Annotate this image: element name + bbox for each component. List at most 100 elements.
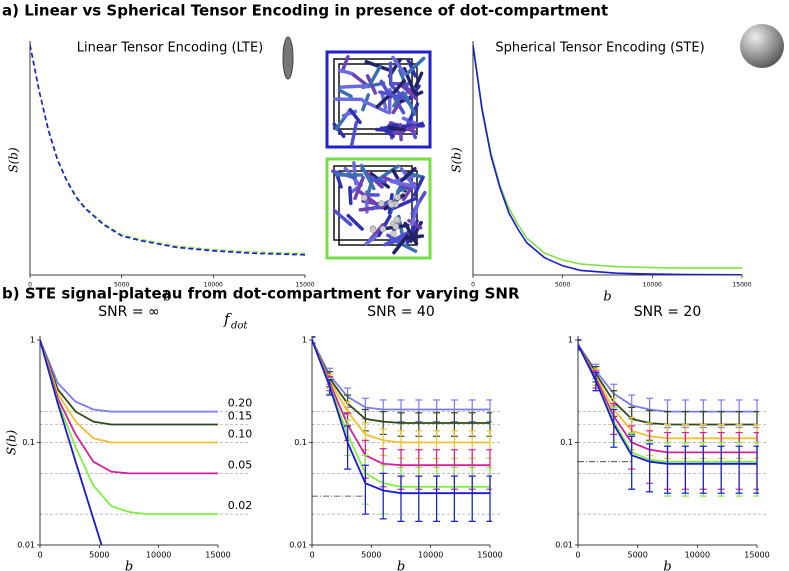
cube-fiber	[388, 185, 402, 216]
series-line	[473, 44, 743, 275]
x-tick-label: 10000	[204, 282, 223, 289]
y-tick-label: 0.01	[289, 541, 307, 550]
chart-title: Spherical Tensor Encoding (STE)	[495, 41, 704, 56]
legend-label: 0.10	[228, 428, 253, 441]
error-bar	[344, 425, 352, 470]
error-bar	[486, 475, 492, 522]
series-line	[40, 339, 218, 413]
cube-fiber	[406, 56, 426, 75]
cube-fiber	[337, 88, 353, 99]
legend-title: f	[223, 310, 232, 328]
series-line	[40, 339, 218, 444]
cube-fiber	[410, 199, 421, 227]
cube-fiber	[389, 179, 417, 189]
cube-fiber	[389, 79, 406, 98]
ste-icon	[740, 24, 784, 68]
x-axis-label: b	[603, 290, 611, 305]
error-bar	[592, 372, 600, 392]
x-tick-label: 15000	[732, 282, 751, 289]
legend-label: 0.20	[228, 397, 253, 410]
x-tick-label: 0	[575, 551, 580, 560]
y-tick-label: 0.1	[560, 438, 573, 447]
cube-illustration	[331, 55, 427, 255]
cube-fiber	[388, 126, 406, 132]
chart-title: SNR = 20	[634, 304, 702, 320]
x-tick-label: 5000	[114, 282, 129, 289]
error-bar	[753, 445, 759, 494]
error-bar	[578, 339, 582, 351]
cube-fiber	[349, 120, 359, 147]
cube-fiber	[412, 176, 425, 197]
error-bar	[450, 475, 458, 522]
cube-fiber	[400, 84, 419, 101]
error-bar	[397, 475, 405, 522]
chart-title: SNR = ∞	[98, 304, 159, 320]
y-tick-label: 0.1	[294, 438, 307, 447]
cube-dot	[390, 230, 397, 237]
cube-fiber	[361, 99, 390, 115]
x-tick-label: 10000	[146, 551, 171, 560]
cube-fiber	[403, 92, 417, 116]
series-line	[312, 339, 490, 411]
cube-fiber	[400, 166, 417, 182]
y-tick-label: 0.01	[17, 541, 35, 550]
lte-icon	[282, 36, 294, 80]
cube-fiber	[346, 213, 364, 231]
cube-fiber	[388, 235, 406, 245]
y-tick-label: 0.01	[555, 541, 573, 550]
cube-fiber	[337, 68, 354, 76]
x-tick-label: 5000	[555, 282, 570, 289]
error-bar	[628, 435, 636, 490]
y-tick-label: 0.1	[22, 438, 35, 447]
legend-label: 0.15	[228, 409, 253, 422]
x-tick-label: 0	[309, 551, 314, 560]
y-axis-label: S(b)	[450, 147, 464, 173]
cube-fiber	[340, 55, 350, 74]
error-bar	[468, 475, 476, 522]
series-line	[40, 339, 103, 545]
chart-title: Linear Tensor Encoding (LTE)	[77, 41, 264, 56]
x-tick-label: 10000	[685, 551, 710, 560]
legend-label: 0.02	[228, 499, 253, 512]
cube-fiber	[332, 122, 346, 139]
cube-fiber	[375, 92, 393, 109]
section-title: b) STE signal-plateau from dot-compartme…	[2, 285, 520, 303]
x-tick-label: 10000	[643, 282, 662, 289]
x-tick-label: 5000	[627, 551, 647, 560]
chart-title: SNR = 40	[367, 304, 435, 320]
x-axis-label: b	[663, 560, 671, 571]
cube-dot	[369, 226, 377, 233]
cube-fiber	[332, 208, 353, 227]
x-axis-label: b	[125, 560, 133, 571]
cube-fiber	[335, 173, 343, 189]
x-tick-label: 5000	[361, 551, 381, 560]
x-tick-label: 15000	[295, 282, 314, 289]
cube-fiber	[391, 55, 407, 76]
x-tick-label: 0	[28, 282, 32, 289]
y-tick-label: 1	[568, 336, 573, 345]
cube-fiber	[414, 71, 424, 89]
error-bar	[361, 464, 369, 515]
y-axis-label: S(b)	[7, 147, 21, 173]
cube-fiber	[339, 84, 371, 89]
cube-dot	[393, 216, 401, 223]
cube-dot	[394, 194, 401, 201]
error-bar	[379, 472, 387, 520]
error-bar	[312, 336, 316, 344]
cube-fiber	[370, 177, 387, 184]
series-line	[40, 339, 218, 426]
cube-fiber	[379, 126, 395, 138]
error-bar	[610, 408, 618, 448]
cube-dot	[392, 223, 400, 230]
x-axis-label: b	[163, 290, 171, 305]
cube-fiber	[407, 218, 423, 230]
cube-dot	[379, 225, 387, 233]
x-tick-label: 15000	[205, 551, 230, 560]
cube-fiber	[386, 233, 403, 245]
error-bar	[681, 445, 689, 494]
cube-fiber	[392, 233, 410, 255]
series-line	[473, 44, 742, 269]
x-tick-label: 5000	[89, 551, 109, 560]
series-line	[40, 339, 218, 475]
x-tick-label: 10000	[418, 551, 443, 560]
